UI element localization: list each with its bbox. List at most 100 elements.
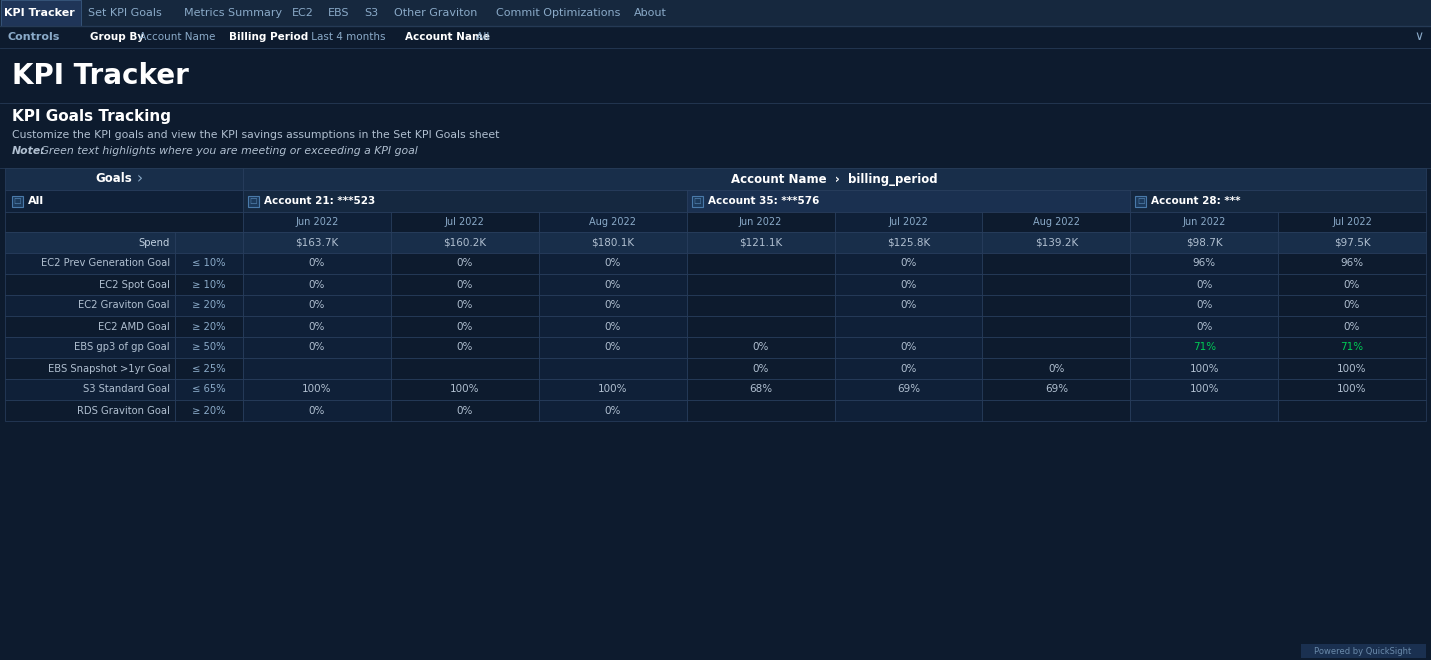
Bar [982, 400, 1130, 421]
Text: 0%: 0% [456, 343, 474, 352]
Text: Group By: Group By [90, 32, 145, 42]
Text: 0%: 0% [604, 321, 621, 331]
Bar [982, 316, 1130, 337]
Text: 0%: 0% [1344, 321, 1361, 331]
Bar [687, 253, 834, 274]
Text: Note:: Note: [11, 146, 46, 156]
Bar [4, 232, 175, 253]
Bar [391, 337, 538, 358]
Bar [687, 232, 834, 253]
Text: 100%: 100% [1189, 385, 1219, 395]
Bar [175, 295, 243, 316]
Bar [982, 232, 1130, 253]
Bar [538, 337, 687, 358]
Bar [391, 316, 538, 337]
Text: 0%: 0% [604, 259, 621, 269]
Text: 68%: 68% [748, 385, 773, 395]
Text: 0%: 0% [456, 300, 474, 310]
Bar [1278, 337, 1427, 358]
Text: Spend: Spend [139, 238, 170, 248]
Text: 0%: 0% [604, 300, 621, 310]
Text: Last 4 months: Last 4 months [308, 32, 385, 42]
Bar [1278, 295, 1427, 316]
Bar [1278, 379, 1427, 400]
Text: Jun 2022: Jun 2022 [738, 217, 783, 227]
Bar [4, 337, 175, 358]
Text: ≥ 50%: ≥ 50% [192, 343, 226, 352]
Bar [0, 48, 1431, 103]
Bar [1278, 274, 1427, 295]
Bar [834, 274, 982, 295]
Bar [175, 337, 243, 358]
Text: ☐: ☐ [1138, 197, 1145, 205]
Bar [175, 274, 243, 295]
Text: 0%: 0% [604, 279, 621, 290]
Bar [4, 274, 175, 295]
Text: 0%: 0% [456, 259, 474, 269]
Bar [687, 295, 834, 316]
Bar [538, 379, 687, 400]
Text: ≤ 10%: ≤ 10% [192, 259, 226, 269]
Text: 0%: 0% [309, 300, 325, 310]
Bar [243, 232, 391, 253]
Bar [687, 190, 1130, 212]
Text: ≤ 25%: ≤ 25% [192, 364, 226, 374]
Text: 0%: 0% [456, 321, 474, 331]
Text: 100%: 100% [302, 385, 332, 395]
Bar [834, 232, 982, 253]
Text: 0%: 0% [309, 279, 325, 290]
Text: Account Name  ›  billing_period: Account Name › billing_period [731, 172, 937, 185]
Text: $139.2K: $139.2K [1035, 238, 1078, 248]
Text: KPI Goals Tracking: KPI Goals Tracking [11, 110, 170, 125]
Bar [175, 400, 243, 421]
Bar [391, 379, 538, 400]
Text: 0%: 0% [900, 279, 917, 290]
Bar [687, 400, 834, 421]
Text: Powered by QuickSight: Powered by QuickSight [1315, 647, 1411, 655]
Bar [243, 316, 391, 337]
Text: Other Graviton: Other Graviton [394, 8, 478, 18]
Text: S3: S3 [363, 8, 378, 18]
Text: 0%: 0% [309, 343, 325, 352]
Bar [391, 295, 538, 316]
Bar [1135, 196, 1146, 207]
Bar [834, 400, 982, 421]
Text: 0%: 0% [1344, 279, 1361, 290]
Bar [982, 274, 1130, 295]
Text: ☐: ☐ [250, 197, 258, 205]
Text: ›: › [137, 172, 143, 187]
Text: EC2 Spot Goal: EC2 Spot Goal [99, 279, 170, 290]
Bar [687, 212, 834, 232]
Text: ≤ 65%: ≤ 65% [192, 385, 226, 395]
Bar [391, 212, 538, 232]
Bar [175, 316, 243, 337]
Bar [4, 316, 175, 337]
Bar [1, 0, 82, 26]
Text: Commit Optimizations: Commit Optimizations [497, 8, 621, 18]
Text: 71%: 71% [1341, 343, 1364, 352]
Text: Account Name: Account Name [405, 32, 491, 42]
Bar [538, 316, 687, 337]
Text: $125.8K: $125.8K [887, 238, 930, 248]
Text: 0%: 0% [900, 259, 917, 269]
Bar [982, 295, 1130, 316]
Bar [1130, 400, 1278, 421]
Text: 0%: 0% [1196, 279, 1212, 290]
Text: Account 21: ***523: Account 21: ***523 [263, 196, 375, 206]
Text: 0%: 0% [1047, 364, 1065, 374]
Text: About: About [634, 8, 667, 18]
Bar [1278, 358, 1427, 379]
Text: Metrics Summary: Metrics Summary [185, 8, 282, 18]
Text: 100%: 100% [1338, 364, 1367, 374]
Bar [1130, 337, 1278, 358]
Text: $98.7K: $98.7K [1186, 238, 1222, 248]
Bar [391, 358, 538, 379]
Bar [687, 274, 834, 295]
Bar [538, 358, 687, 379]
Bar [538, 400, 687, 421]
Bar [834, 295, 982, 316]
Bar [1130, 232, 1278, 253]
Bar [1278, 232, 1427, 253]
Bar [1278, 316, 1427, 337]
Text: Aug 2022: Aug 2022 [1033, 217, 1080, 227]
